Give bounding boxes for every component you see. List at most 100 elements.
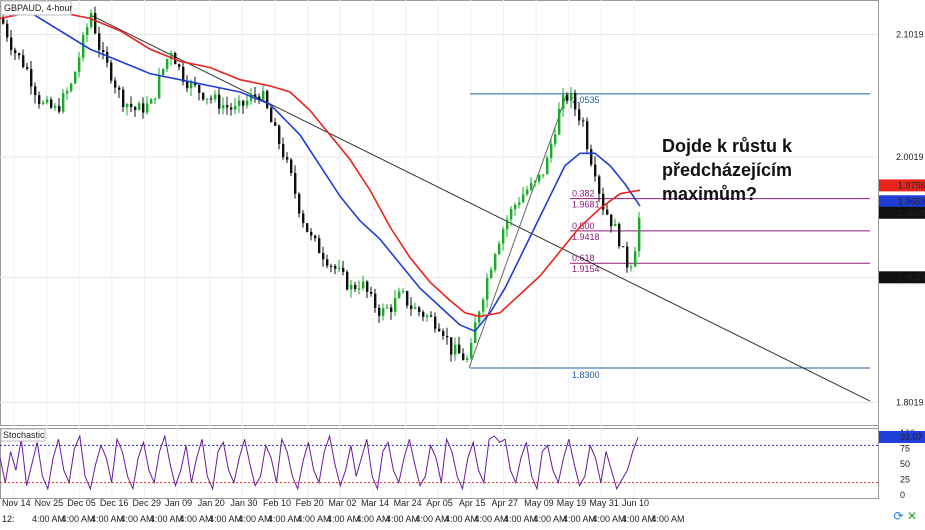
candle-body <box>58 105 61 112</box>
x-date-label-19: Jun 10 <box>622 498 649 508</box>
x-date-label-14: Apr 15 <box>459 498 486 508</box>
candle-body <box>322 253 325 260</box>
x-time-label-3: 4:00 AM <box>121 514 154 524</box>
candle-body <box>18 53 21 56</box>
candle-body <box>242 100 245 106</box>
fib-price-2: 1.9154 <box>572 264 600 274</box>
x-time-label-8: 4:00 AM <box>268 514 301 524</box>
candle-body <box>66 90 69 94</box>
candle-body <box>34 86 37 96</box>
candle-body <box>166 59 169 69</box>
candle-body <box>6 23 9 38</box>
candle-body <box>530 182 533 190</box>
candle-body <box>606 209 609 215</box>
price-tag-trendline-bg <box>879 271 925 284</box>
candle-body <box>366 281 369 292</box>
fib-ratio-0: 0.382 <box>572 189 595 199</box>
candle-body <box>626 246 629 268</box>
x-time-label-4: 4:00 AM <box>150 514 183 524</box>
candle-body <box>358 288 361 290</box>
candle-body <box>230 107 233 110</box>
candle-body <box>342 267 345 272</box>
candle-body <box>282 143 285 158</box>
x-date-label-8: Feb 10 <box>263 498 291 508</box>
candle-body <box>2 18 5 24</box>
candle-body <box>602 193 605 210</box>
candle-body <box>262 90 265 100</box>
x-time-label-10: 4:00 AM <box>327 514 360 524</box>
candle-body <box>362 281 365 289</box>
fib-ratio-2: 0.618 <box>572 253 595 263</box>
candle-body <box>226 105 229 108</box>
candle-body <box>70 83 73 91</box>
candle-body <box>110 62 113 81</box>
candle-body <box>38 95 41 104</box>
candle-body <box>442 331 445 337</box>
x-time-label-20: 4:00 AM <box>622 514 655 524</box>
candle-body <box>126 103 129 108</box>
candle-body <box>278 125 281 144</box>
candle-body <box>454 344 457 355</box>
x-date-label-16: May 09 <box>524 498 554 508</box>
candle-body <box>338 267 341 269</box>
candle-body <box>218 94 221 109</box>
candle-body <box>202 92 205 100</box>
candle-body <box>50 99 53 108</box>
close-icon[interactable]: ✕ <box>906 509 917 523</box>
candle-body <box>462 353 465 361</box>
candle-body <box>90 12 93 28</box>
candle-body <box>178 64 181 67</box>
candle-body <box>74 71 77 84</box>
candle-body <box>290 159 293 173</box>
candle-body <box>354 284 357 290</box>
candle-body <box>486 277 489 300</box>
candle-body <box>510 209 513 220</box>
candle-body <box>118 87 121 90</box>
trendline-0 <box>89 14 871 402</box>
bottom-icons: ⟳ ✕ <box>894 509 917 523</box>
candle-body <box>194 82 197 86</box>
x-time-prefix: 12: <box>2 514 15 524</box>
candle-body <box>426 315 429 317</box>
candle-body <box>374 293 377 308</box>
candle-body <box>346 271 349 290</box>
candle-body <box>622 246 625 248</box>
x-time-label-7: 4:00 AM <box>239 514 272 524</box>
candle-body <box>578 109 581 121</box>
candle-body <box>22 55 25 68</box>
x-time-label-13: 4:00 AM <box>416 514 449 524</box>
candle-body <box>382 307 385 316</box>
candle-body <box>570 93 573 101</box>
candle-body <box>618 223 621 247</box>
candle-body <box>502 229 505 244</box>
candle-body <box>526 189 529 195</box>
candle-body <box>410 305 413 309</box>
x-time-label-0: 4:00 AM <box>32 514 65 524</box>
candle-body <box>298 193 301 214</box>
candle-body <box>42 102 45 104</box>
x-time-label-1: 4:00 AM <box>62 514 95 524</box>
candle-body <box>86 27 89 36</box>
candle-body <box>186 81 189 89</box>
candle-body <box>350 284 353 290</box>
candle-body <box>402 291 405 293</box>
candle-body <box>554 134 557 144</box>
x-date-label-3: Dec 16 <box>100 498 129 508</box>
x-date-label-18: May 31 <box>589 498 619 508</box>
candle-body <box>534 181 537 183</box>
candle-body <box>82 35 85 58</box>
candle-body <box>334 265 337 269</box>
fib-price-0: 1.9681 <box>572 200 600 210</box>
x-time-label-11: 4:00 AM <box>357 514 390 524</box>
candle-body <box>458 344 461 354</box>
fib-high-label: 2.0535 <box>572 95 600 105</box>
candle-body <box>98 33 101 50</box>
x-time-label-12: 4:00 AM <box>386 514 419 524</box>
candle-body <box>286 157 289 160</box>
candle-body <box>78 57 81 72</box>
candle-body <box>398 291 401 298</box>
sync-icon[interactable]: ⟳ <box>893 509 904 523</box>
moving-average-line-1 <box>0 11 641 318</box>
